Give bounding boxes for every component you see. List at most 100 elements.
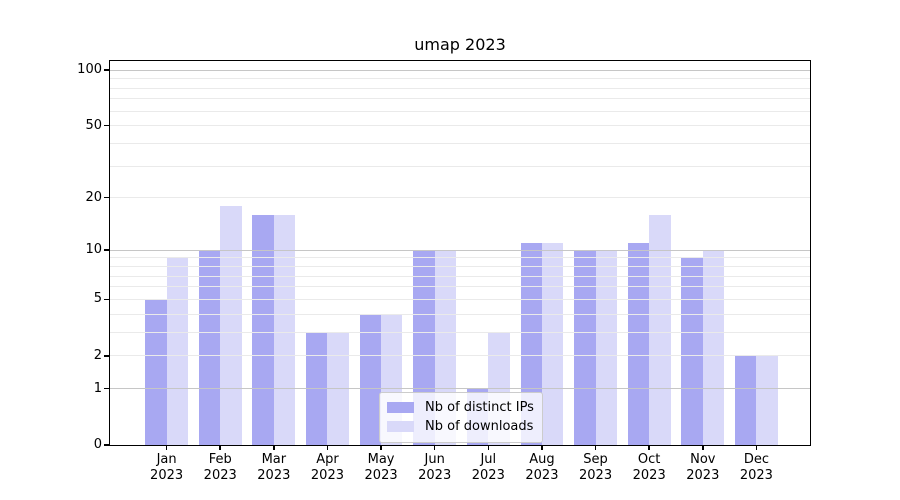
x-tick-label-jan: Jan 2023 — [135, 452, 199, 483]
bar-downloads-jan — [166, 257, 188, 445]
gridline-major-100 — [110, 69, 810, 71]
bar-distinct-ips-nov — [681, 257, 703, 445]
x-tick-mark-jul — [487, 445, 490, 450]
y-tick-label-50: 50 — [85, 117, 102, 133]
bar-downloads-nov — [702, 250, 725, 445]
gridline-minor-40 — [110, 142, 810, 144]
x-tick-label-mar: Mar 2023 — [242, 452, 306, 483]
x-tick-month: May — [367, 452, 395, 467]
y-tick-label-100: 100 — [77, 62, 102, 78]
x-tick-label-dec: Dec 2023 — [724, 452, 788, 483]
bar-distinct-ips-feb — [198, 250, 221, 445]
gridline-minor-2 — [110, 355, 810, 357]
y-tick-mark-5 — [104, 298, 109, 301]
bar-downloads-aug — [541, 243, 564, 445]
x-tick-year: 2023 — [632, 467, 666, 483]
gridline-minor-30 — [110, 165, 810, 167]
x-tick-year: 2023 — [471, 467, 505, 483]
gridline-major-1 — [110, 388, 810, 390]
y-tick-mark-10 — [104, 249, 109, 251]
gridline-minor-90 — [110, 78, 810, 80]
bar-distinct-ips-may — [359, 314, 382, 445]
x-tick-mark-dec — [755, 445, 758, 450]
x-tick-label-nov: Nov 2023 — [671, 452, 735, 483]
x-tick-label-feb: Feb 2023 — [188, 452, 252, 483]
legend-row-distinct-ips: Nb of distinct IPs — [387, 398, 534, 417]
y-tick-mark-0 — [104, 444, 109, 446]
x-tick-label-may: May 2023 — [349, 452, 413, 483]
x-tick-mark-feb — [219, 445, 221, 450]
x-tick-year: 2023 — [203, 467, 237, 483]
y-tick-label-0: 0 — [93, 437, 102, 452]
x-tick-month: Jun — [424, 452, 445, 467]
x-tick-year: 2023 — [579, 467, 613, 483]
x-tick-mark-nov — [702, 445, 704, 450]
bar-downloads-dec — [756, 355, 778, 445]
x-tick-mark-jan — [165, 445, 168, 450]
gridline-minor-70 — [110, 98, 810, 100]
gridline-major-10 — [110, 249, 810, 251]
legend-swatch-distinct-ips — [387, 402, 414, 413]
gridline-minor-3 — [110, 331, 810, 333]
gridline-minor-7 — [110, 275, 810, 277]
bar-distinct-ips-sep — [574, 250, 596, 445]
legend: Nb of distinct IPs Nb of downloads — [379, 392, 543, 443]
bar-downloads-feb — [220, 205, 242, 445]
gridline-minor-4 — [110, 313, 810, 315]
x-tick-mark-aug — [541, 445, 543, 450]
x-tick-mark-apr — [326, 445, 329, 450]
x-tick-year: 2023 — [686, 467, 720, 483]
bar-distinct-ips-jan — [145, 299, 167, 445]
x-tick-mark-jun — [433, 445, 436, 450]
gridline-minor-20 — [110, 197, 810, 199]
gridline-minor-8 — [110, 266, 810, 268]
legend-label-distinct-ips: Nb of distinct IPs — [425, 400, 534, 415]
x-tick-label-aug: Aug 2023 — [510, 452, 574, 483]
gridline-minor-60 — [110, 110, 810, 112]
x-tick-month: Dec — [743, 452, 769, 467]
bar-distinct-ips-oct — [627, 243, 650, 445]
x-tick-month: Feb — [208, 452, 232, 467]
x-tick-month: Apr — [316, 452, 339, 467]
x-tick-month: Jan — [156, 452, 177, 467]
x-tick-mark-mar — [273, 445, 275, 450]
legend-swatch-downloads — [387, 421, 414, 432]
bar-downloads-oct — [649, 214, 671, 445]
x-tick-label-apr: Apr 2023 — [295, 452, 359, 483]
x-tick-year: 2023 — [310, 467, 344, 483]
plot-area — [109, 60, 811, 446]
bar-distinct-ips-dec — [735, 355, 757, 445]
y-tick-mark-50 — [104, 124, 109, 127]
y-tick-mark-100 — [104, 69, 109, 71]
y-tick-label-5: 5 — [93, 291, 102, 307]
x-tick-year: 2023 — [257, 467, 291, 483]
bar-distinct-ips-mar — [252, 214, 274, 445]
x-tick-month: Mar — [261, 452, 287, 467]
gridline-minor-5 — [110, 298, 810, 300]
x-tick-label-jul: Jul 2023 — [456, 452, 520, 483]
y-tick-mark-2 — [104, 355, 109, 357]
x-tick-mark-may — [380, 445, 382, 450]
y-tick-label-10: 10 — [85, 242, 102, 258]
y-tick-label-20: 20 — [85, 189, 102, 205]
x-tick-label-sep: Sep 2023 — [564, 452, 628, 483]
legend-row-downloads: Nb of downloads — [387, 417, 534, 436]
x-tick-month: Oct — [637, 452, 661, 467]
gridline-minor-9 — [110, 257, 810, 259]
y-tick-label-1: 1 — [93, 380, 102, 396]
gridline-minor-6 — [110, 286, 810, 288]
bar-downloads-sep — [595, 250, 617, 445]
bar-downloads-mar — [273, 214, 296, 445]
legend-label-downloads: Nb of downloads — [425, 419, 534, 434]
x-tick-year: 2023 — [418, 467, 452, 483]
x-tick-month: Aug — [529, 452, 555, 467]
x-tick-year: 2023 — [739, 467, 773, 483]
x-tick-label-oct: Oct 2023 — [617, 452, 681, 483]
chart-title: umap 2023 — [414, 35, 506, 54]
x-tick-year: 2023 — [525, 467, 559, 483]
x-tick-mark-sep — [594, 445, 597, 450]
x-tick-month: Sep — [583, 452, 608, 467]
y-tick-label-2: 2 — [93, 347, 102, 363]
x-tick-month: Nov — [690, 452, 716, 467]
